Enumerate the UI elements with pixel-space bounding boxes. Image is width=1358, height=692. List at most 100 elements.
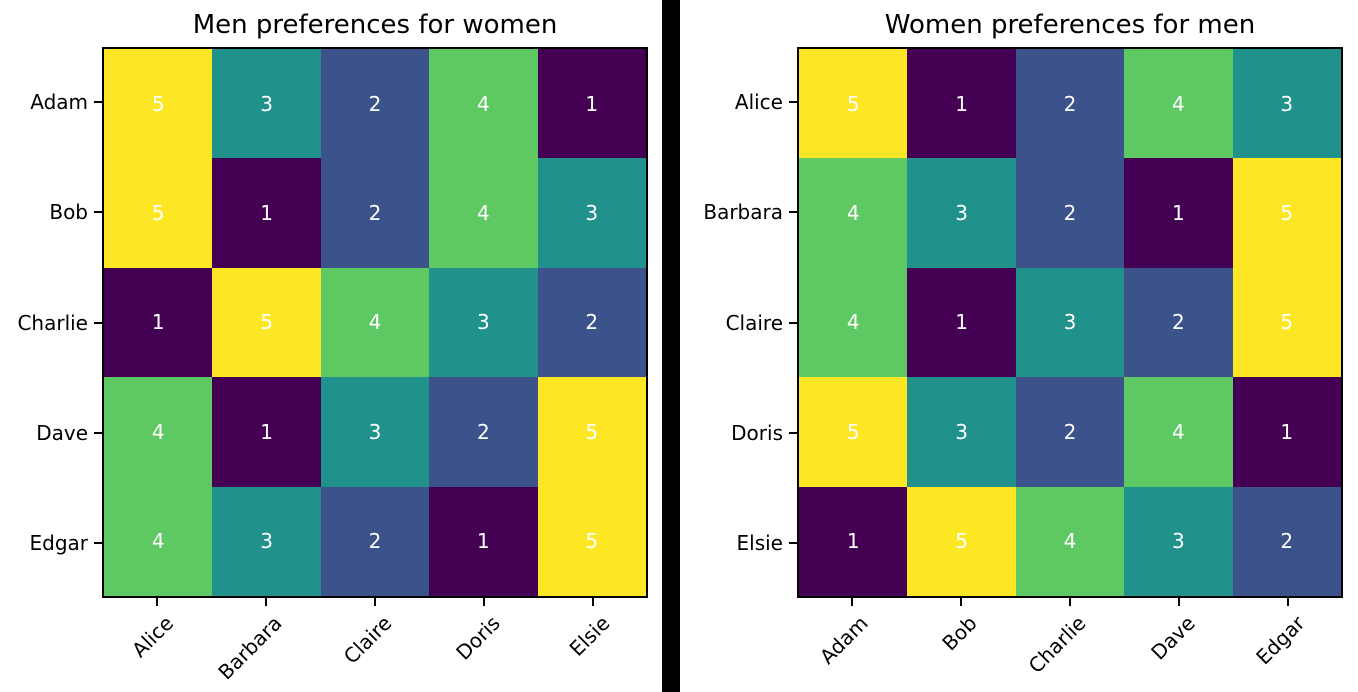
y-axis-tick — [789, 541, 797, 544]
heatmap-cell: 4 — [104, 486, 213, 596]
heatmap-cell: 1 — [799, 486, 908, 596]
x-axis-tick — [1287, 598, 1290, 606]
heatmap-cell: 3 — [429, 267, 538, 378]
x-axis-label: Barbara — [213, 611, 287, 685]
heatmap-cell: 2 — [429, 377, 538, 487]
y-axis-tick — [94, 321, 102, 324]
x-axis-tick — [264, 598, 267, 606]
heatmap-cell: 4 — [1124, 377, 1233, 487]
vertical-divider-bar — [662, 0, 680, 692]
heatmap-cell: 2 — [1015, 49, 1125, 159]
heatmap-cell: 4 — [1124, 49, 1233, 159]
heatmap-cell: 5 — [537, 486, 646, 596]
y-axis-label: Adam — [30, 90, 88, 115]
heatmap-cell: 1 — [104, 267, 213, 378]
x-axis-label: Charlie — [1024, 611, 1091, 678]
heatmap-cell: 3 — [537, 158, 646, 268]
heatmap-cell: 1 — [907, 267, 1016, 378]
heatmap-cell: 5 — [907, 486, 1016, 596]
x-axis-tick — [959, 598, 962, 606]
x-axis-tick — [850, 598, 853, 606]
heatmap-cell: 3 — [212, 49, 321, 159]
heatmap-cell: 4 — [429, 49, 538, 159]
heatmap-cell: 2 — [1015, 158, 1125, 268]
x-axis-label: Doris — [451, 611, 506, 665]
heatmap-cell: 1 — [1232, 377, 1341, 487]
y-axis-tick — [789, 211, 797, 214]
y-axis-tick — [789, 101, 797, 104]
heatmap-cell: 3 — [320, 377, 430, 487]
x-axis-label: Claire — [338, 611, 396, 669]
heatmap-cell: 2 — [1232, 486, 1341, 596]
x-axis-label: Dave — [1146, 611, 1201, 665]
heatmap-cell: 4 — [429, 158, 538, 268]
x-axis-label: Elsie — [564, 611, 615, 661]
x-axis-tick — [1069, 598, 1071, 606]
heatmap-cell: 5 — [104, 158, 213, 268]
x-axis-tick — [592, 598, 595, 606]
heatmap-cell: 4 — [104, 377, 213, 487]
y-axis-label: Bob — [49, 200, 88, 225]
heatmap-cell: 2 — [1015, 377, 1125, 487]
heatmap-cell: 1 — [429, 486, 538, 596]
x-axis-tick — [155, 598, 158, 606]
y-axis-label: Edgar — [29, 530, 88, 555]
heatmap-cell: 3 — [1124, 486, 1233, 596]
x-axis-label: Adam — [814, 611, 873, 669]
y-axis-label: Dave — [36, 420, 88, 445]
heatmap-cell: 1 — [212, 158, 321, 268]
heatmap-cell: 4 — [799, 267, 908, 378]
y-axis-label: Alice — [734, 90, 783, 115]
heatmap-cell: 5 — [1232, 267, 1341, 378]
x-axis-label: Alice — [126, 611, 178, 662]
heatmap-cell: 5 — [799, 377, 908, 487]
heatmap-cell: 4 — [320, 267, 430, 378]
x-axis-tick — [1178, 598, 1181, 606]
heatmap-cell: 1 — [537, 49, 646, 159]
heatmap-cell: 3 — [1015, 267, 1125, 378]
heatmap-cell: 5 — [104, 49, 213, 159]
x-axis-tick — [483, 598, 486, 606]
y-axis-tick — [94, 211, 102, 214]
y-axis-tick — [94, 101, 102, 104]
heatmap-cell: 2 — [320, 158, 430, 268]
heatmap-cell: 4 — [1015, 486, 1125, 596]
y-axis-label: Claire — [725, 310, 783, 335]
heatmap-cell: 3 — [907, 377, 1016, 487]
heatmap-cell: 2 — [320, 49, 430, 159]
y-axis-tick — [94, 431, 102, 434]
x-axis-label: Bob — [937, 611, 982, 656]
heatmap-cell: 3 — [1232, 49, 1341, 159]
heatmap-cell: 4 — [799, 158, 908, 268]
y-axis-tick — [789, 321, 797, 324]
heatmap-cell: 3 — [212, 486, 321, 596]
chart-title-men-preferences: Men preferences for women — [192, 10, 558, 40]
heatmap-cell: 5 — [799, 49, 908, 159]
heatmap-cell: 2 — [537, 267, 646, 378]
heatmap-cell: 5 — [537, 377, 646, 487]
y-axis-tick — [789, 431, 797, 434]
chart-title-women-preferences: Women preferences for men — [884, 10, 1256, 40]
y-axis-label: Charlie — [17, 310, 88, 335]
heatmap-cell: 2 — [320, 486, 430, 596]
heatmap-cell: 2 — [1124, 267, 1233, 378]
y-axis-label: Barbara — [703, 200, 783, 225]
y-axis-tick — [94, 541, 102, 544]
heatmap-cell: 1 — [212, 377, 321, 487]
y-axis-label: Elsie — [736, 530, 783, 555]
heatmap-cell: 5 — [1232, 158, 1341, 268]
y-axis-label: Doris — [731, 420, 783, 445]
heatmap-cell: 5 — [212, 267, 321, 378]
heatmap-cell: 1 — [907, 49, 1016, 159]
x-axis-tick — [374, 598, 376, 606]
heatmap-cell: 3 — [907, 158, 1016, 268]
heatmap-cell: 1 — [1124, 158, 1233, 268]
x-axis-label: Edgar — [1251, 611, 1310, 670]
